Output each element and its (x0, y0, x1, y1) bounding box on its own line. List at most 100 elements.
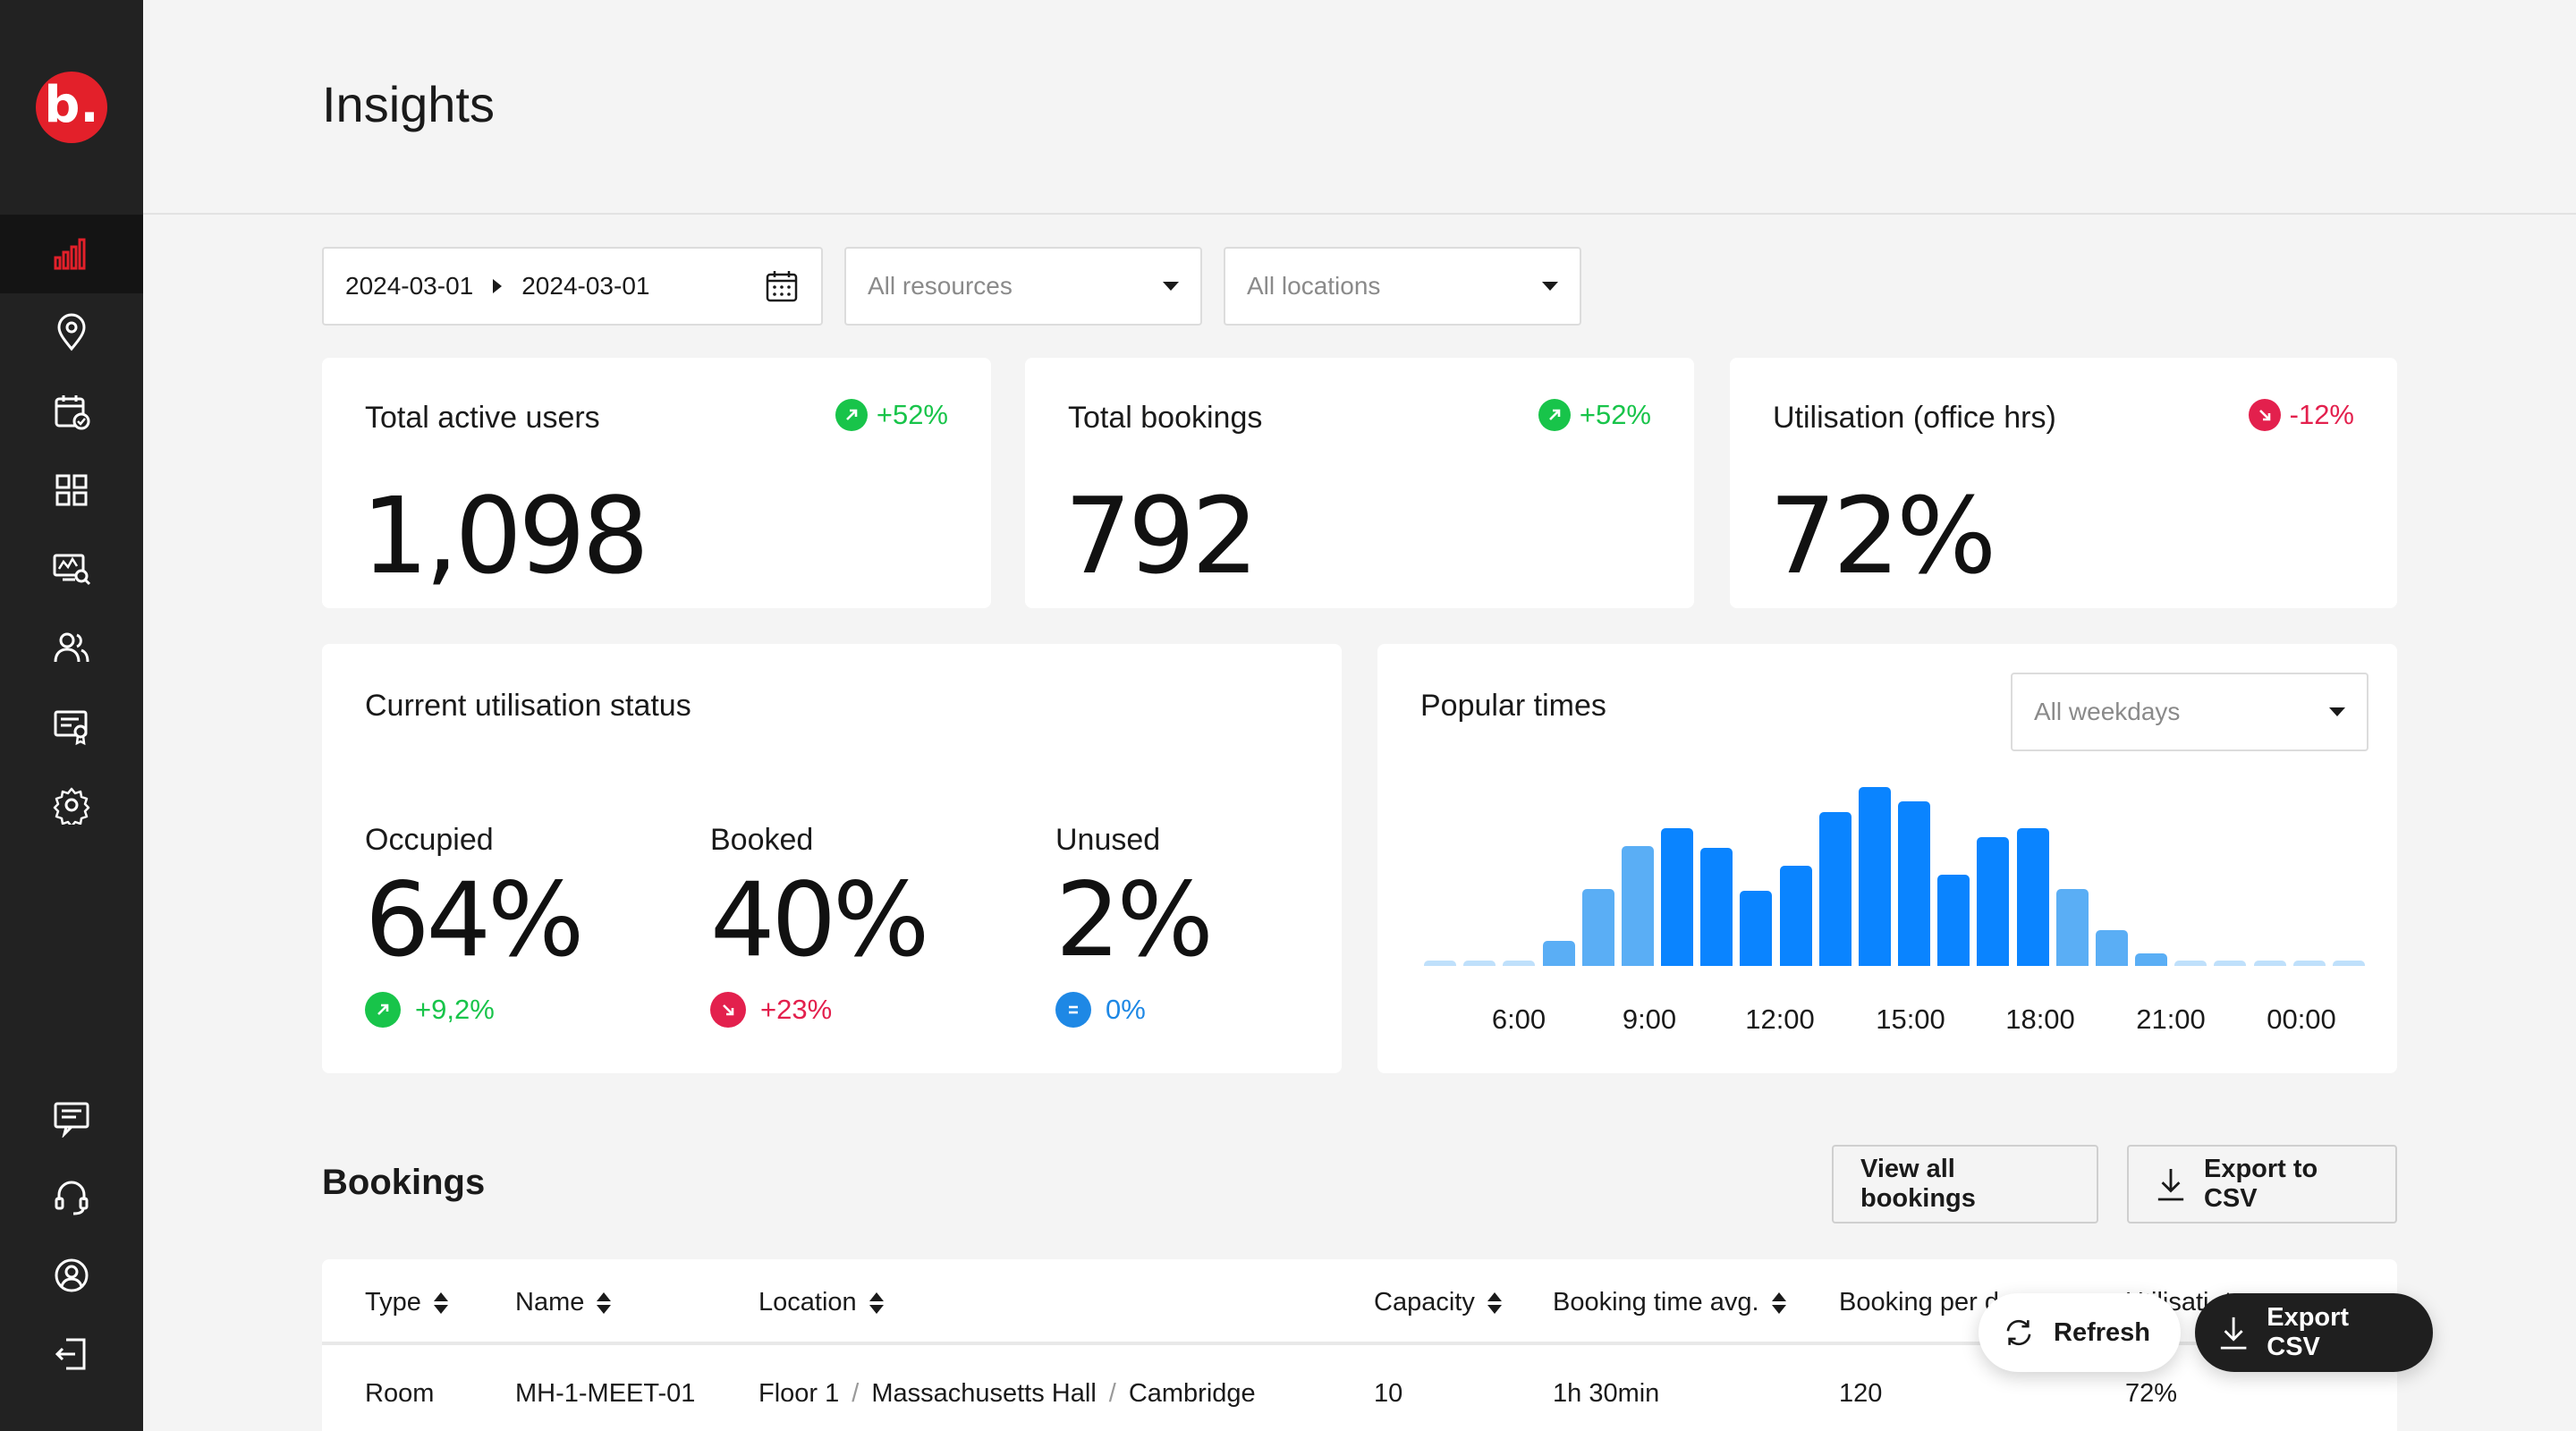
cell-utilisation: 72% (2125, 1379, 2178, 1408)
popular-times-bar (1543, 941, 1575, 966)
trend-badge: +52% (1538, 399, 1651, 431)
hour-tick-label: 12:00 (1745, 1003, 1815, 1035)
util-delta: +23% (710, 991, 1032, 1028)
export-csv-label: Export CSV (2267, 1303, 2350, 1361)
stat-value: 72% (1769, 474, 1996, 597)
stat-card-active-users: Total active users +52% 1,098 (322, 358, 991, 608)
utilisation-status-card: Current utilisation status Occupied 64% … (322, 644, 1342, 1073)
util-delta: 0% (1055, 991, 1377, 1028)
certificate-icon (54, 710, 88, 746)
popular-times-bar (2333, 961, 2365, 966)
column-header-location[interactable]: Location (758, 1288, 884, 1317)
location-floor: Floor 1 (758, 1379, 840, 1408)
export-csv-button[interactable]: Export CSV (2195, 1293, 2433, 1372)
column-label: Booking time avg. (1553, 1288, 1759, 1317)
bar-chart-icon (54, 238, 86, 270)
nav-licenses[interactable] (0, 687, 143, 766)
headset-icon (55, 1181, 89, 1215)
util-value: 40% (710, 860, 929, 979)
stat-card-total-bookings: Total bookings +52% 792 (1025, 358, 1694, 608)
view-all-bookings-button[interactable]: View all bookings (1832, 1145, 2098, 1224)
popular-times-bar (1740, 891, 1772, 966)
hour-tick-label: 00:00 (2267, 1003, 2336, 1035)
arrow-right-icon (493, 279, 503, 293)
popular-times-bar (1819, 812, 1852, 966)
export-to-csv-button[interactable]: Export to CSV (2127, 1145, 2397, 1224)
arrow-down-right-icon (710, 991, 746, 1028)
chevron-down-icon (1542, 282, 1558, 291)
nav-dashboard[interactable] (0, 451, 143, 529)
stat-value: 792 (1064, 474, 1258, 597)
popular-times-bar (1780, 866, 1812, 966)
nav-calendar[interactable] (0, 372, 143, 451)
nav-logout[interactable] (0, 1315, 143, 1393)
column-label: Capacity (1374, 1288, 1475, 1317)
card-title: Popular times (1420, 689, 1606, 723)
download-icon (2157, 1169, 2184, 1201)
cell-booking-time-avg: 1h 30min (1553, 1379, 1660, 1408)
column-header-type[interactable]: Type (365, 1288, 448, 1317)
date-range-picker[interactable]: 2024-03-01 2024-03-01 (322, 247, 823, 326)
nav-insights[interactable] (0, 215, 143, 293)
column-header-capacity[interactable]: Capacity (1374, 1288, 1502, 1317)
arrow-up-right-icon (835, 399, 868, 431)
column-label: Location (758, 1288, 857, 1317)
grid-icon (55, 474, 88, 506)
brand-logo[interactable]: b. (36, 72, 107, 143)
date-end: 2024-03-01 (521, 272, 650, 300)
trend-value: +52% (876, 399, 948, 430)
weekday-select-value: All weekdays (2034, 698, 2181, 725)
user-circle-icon (55, 1258, 89, 1292)
table-header-divider (322, 1342, 2397, 1345)
nav-support[interactable] (0, 1157, 143, 1236)
weekday-select[interactable]: All weekdays (2011, 673, 2368, 751)
nav-users[interactable] (0, 608, 143, 687)
export-to-csv-label: Export to CSV (2203, 1155, 2318, 1213)
nav-locations[interactable] (0, 293, 143, 372)
nav-feedback[interactable] (0, 1079, 143, 1157)
refresh-icon (2006, 1319, 2031, 1346)
arrow-down-right-icon (2248, 399, 2281, 431)
popular-times-bar (2096, 930, 2128, 966)
popular-times-bar (2174, 961, 2207, 966)
cell-name: MH-1-MEET-01 (515, 1379, 696, 1408)
sort-icon (597, 1291, 612, 1316)
nav-monitoring[interactable] (0, 529, 143, 608)
locations-select[interactable]: All locations (1224, 247, 1581, 326)
hour-tick-label: 21:00 (2136, 1003, 2206, 1035)
popular-times-bar (1463, 961, 1496, 966)
resources-select[interactable]: All resources (844, 247, 1202, 326)
nav-settings[interactable] (0, 766, 143, 844)
popular-times-bar (1898, 801, 1930, 966)
popular-times-bar (1582, 889, 1614, 966)
cell-capacity: 10 (1374, 1379, 1403, 1408)
sort-icon (1771, 1291, 1786, 1316)
sort-icon (869, 1291, 884, 1316)
popular-times-bar (2017, 828, 2049, 966)
popular-times-bar (1700, 848, 1733, 966)
refresh-button[interactable]: Refresh (1979, 1293, 2181, 1372)
location-pin-icon (57, 313, 86, 351)
popular-times-card: Popular times All weekdays 6:00 9:00 12:00… (1377, 644, 2397, 1073)
trend-badge: -12% (2248, 399, 2354, 431)
cell-booking-per-day: 120 (1839, 1379, 1883, 1408)
refresh-label: Refresh (2054, 1317, 2150, 1347)
popular-times-bars (1420, 787, 2368, 966)
cell-location: Floor 1 / Massachusetts Hall / Cambridge (758, 1379, 1256, 1409)
nav-profile[interactable] (0, 1236, 143, 1315)
column-header-name[interactable]: Name (515, 1288, 612, 1317)
cell-type: Room (365, 1379, 435, 1408)
column-header-booking-per-day[interactable]: Booking per d (1839, 1288, 1999, 1317)
util-delta-value: +23% (760, 993, 833, 1025)
calendar-icon[interactable] (764, 268, 800, 304)
stat-card-utilisation: Utilisation (office hrs) -12% 72% (1730, 358, 2397, 608)
column-header-booking-time-avg[interactable]: Booking time avg. (1553, 1288, 1786, 1317)
calendar-check-icon (55, 395, 90, 430)
popular-times-bar (1661, 828, 1693, 966)
locations-select-value: All locations (1247, 272, 1381, 300)
page-title: Insights (322, 76, 495, 132)
sort-icon (433, 1291, 448, 1316)
trend-value: -12% (2289, 399, 2354, 430)
popular-times-bar (2214, 961, 2246, 966)
popular-times-bar (2293, 961, 2326, 966)
